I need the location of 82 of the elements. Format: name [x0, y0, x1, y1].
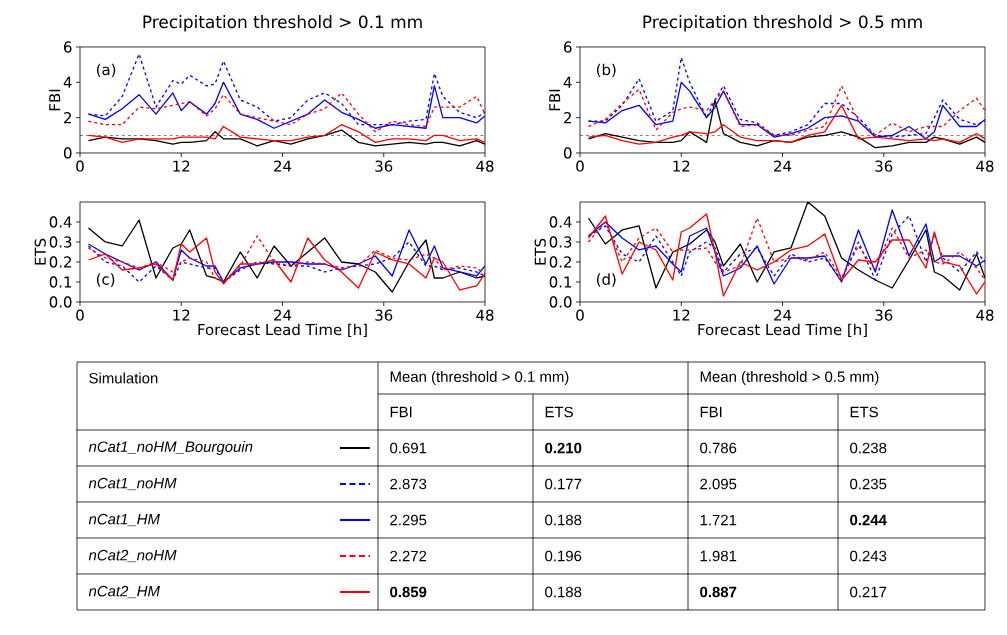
category-label: nCat1_HM [88, 513, 160, 527]
x-tick-label: 48 [476, 309, 494, 321]
data-label: 0.786 [700, 442, 737, 454]
data-label: 0.243 [850, 550, 887, 562]
text: Simulation [89, 372, 158, 384]
x-tick-label: 48 [976, 160, 994, 172]
text: FBI [390, 406, 412, 418]
x-tick-label: 12 [173, 160, 190, 172]
text: Mean (threshold > 0.5 mm) [700, 371, 879, 385]
x-tick-label: 36 [375, 160, 393, 172]
annotation: (c) [96, 273, 115, 287]
category-label: nCat2_HM [88, 585, 160, 599]
x-axis-title: Forecast Lead Time [h] [198, 323, 367, 337]
y-axis-title: ETS [534, 238, 546, 265]
text: ETS [545, 406, 573, 418]
y-tick-label: 0.2 [549, 256, 571, 268]
data-label: 0.235 [850, 478, 887, 490]
y-axis-title: FBI [49, 89, 61, 111]
y-tick-label: 0.3 [49, 236, 72, 248]
y-tick-label: 2 [64, 112, 71, 124]
x-tick-label: 36 [875, 160, 893, 172]
x-tick-label: 12 [173, 309, 190, 321]
y-tick-label: 4 [63, 76, 72, 88]
y-axis-title: ETS [34, 238, 46, 265]
x-tick-label: 0 [576, 309, 584, 321]
data-label: 0.238 [850, 442, 887, 454]
data-label: 0.691 [390, 442, 427, 454]
x-tick-label: 24 [774, 309, 792, 321]
chart-title: Precipitation threshold > 0.1 mm [143, 15, 422, 32]
x-axis-title: Forecast Lead Time [h] [698, 323, 867, 337]
x-tick-label: 36 [375, 309, 393, 321]
x-tick-label: 36 [875, 309, 893, 321]
text: FBI [700, 406, 722, 418]
data-label: 1.981 [700, 550, 737, 562]
data-label: 2.873 [390, 478, 427, 490]
text: Mean (threshold > 0.1 mm) [390, 371, 569, 385]
y-tick-label: 0.4 [549, 216, 572, 228]
data-label: 0.177 [545, 478, 582, 490]
data-label: 2.295 [390, 514, 427, 526]
data-label: 0.210 [545, 442, 582, 454]
y-tick-label: 0 [563, 147, 572, 159]
x-tick-label: 24 [774, 160, 792, 172]
data-label: 0.196 [545, 550, 582, 562]
data-label: 0.859 [390, 586, 427, 598]
y-tick-label: 4 [563, 76, 572, 88]
data-label: 0.188 [545, 514, 582, 526]
y-tick-label: 0.3 [549, 236, 572, 248]
y-tick-label: 0 [63, 147, 72, 159]
x-tick-label: 12 [673, 160, 690, 172]
x-tick-label: 0 [76, 160, 84, 172]
x-tick-label: 12 [673, 309, 690, 321]
y-tick-label: 2 [564, 112, 571, 124]
category-label: nCat1_noHM_Bourgouin [88, 441, 253, 455]
chart-title: Precipitation threshold > 0.5 mm [643, 15, 922, 32]
y-tick-label: 0.1 [49, 276, 72, 288]
y-tick-label: 0.4 [49, 216, 72, 228]
x-tick-label: 0 [576, 160, 584, 172]
y-tick-label: 6 [64, 41, 72, 53]
data-label: 2.272 [390, 550, 427, 562]
y-tick-label: 0.1 [549, 276, 572, 288]
y-axis-title: FBI [549, 89, 561, 111]
x-tick-label: 48 [476, 160, 494, 172]
y-tick-label: 0.2 [49, 256, 71, 268]
annotation: (a) [96, 63, 116, 77]
data-label: 2.095 [700, 478, 737, 490]
data-label: 0.217 [850, 586, 887, 598]
x-tick-label: 24 [274, 309, 292, 321]
annotation: (b) [596, 63, 616, 77]
category-label: nCat1_noHM [88, 477, 177, 491]
data-label: 0.244 [850, 514, 887, 526]
x-tick-label: 0 [76, 309, 84, 321]
category-label: nCat2_noHM [88, 549, 177, 563]
y-tick-label: 6 [564, 41, 572, 53]
data-label: 0.188 [545, 586, 582, 598]
data-label: 1.721 [700, 514, 737, 526]
text: ETS [850, 406, 878, 418]
data-label: 0.887 [700, 586, 737, 598]
x-tick-label: 48 [976, 309, 994, 321]
y-tick-label: 0.0 [49, 296, 72, 308]
annotation: (d) [596, 273, 616, 287]
x-tick-label: 24 [274, 160, 292, 172]
y-tick-label: 0.0 [549, 296, 572, 308]
